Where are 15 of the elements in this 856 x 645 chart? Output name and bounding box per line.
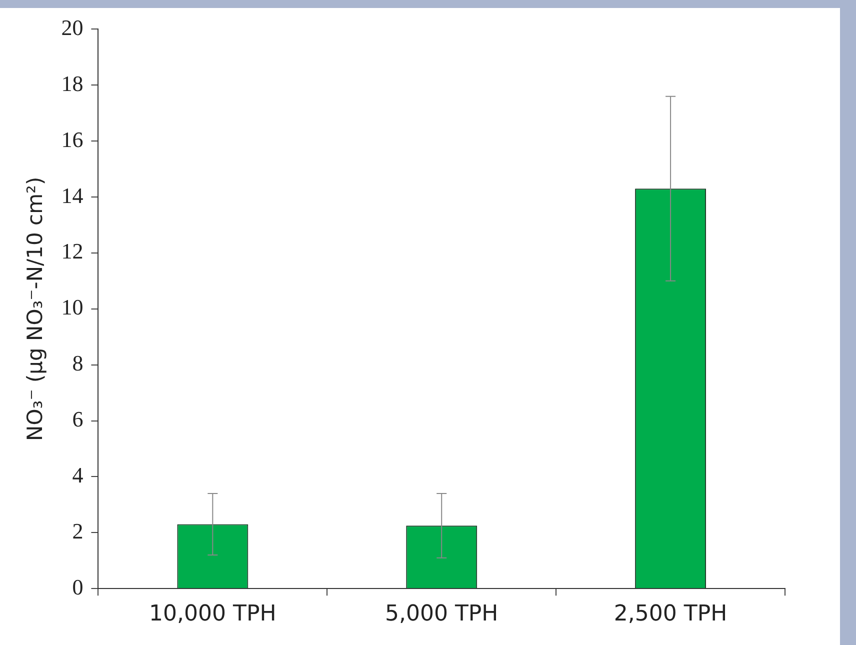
y-tick-label: 18: [61, 70, 84, 96]
y-tick-label: 10: [61, 294, 84, 320]
x-tick-label: 2,500 TPH: [614, 602, 728, 627]
y-tick-label: 20: [61, 14, 84, 40]
y-tick-label: 12: [61, 238, 84, 264]
y-tick-label: 2: [72, 518, 84, 544]
y-tick-label: 0: [72, 574, 84, 600]
x-tick-label: 5,000 TPH: [384, 602, 498, 627]
y-tick-label: 4: [72, 462, 84, 488]
y-axis-title: NO₃⁻ (µg NO₃⁻-N/10 cm²): [23, 176, 48, 441]
x-tick-label: 10,000 TPH: [149, 602, 276, 627]
y-tick-label: 6: [72, 406, 84, 432]
y-tick-label: 14: [61, 182, 84, 208]
y-tick-label: 16: [61, 126, 84, 152]
y-tick-label: 8: [72, 350, 84, 376]
